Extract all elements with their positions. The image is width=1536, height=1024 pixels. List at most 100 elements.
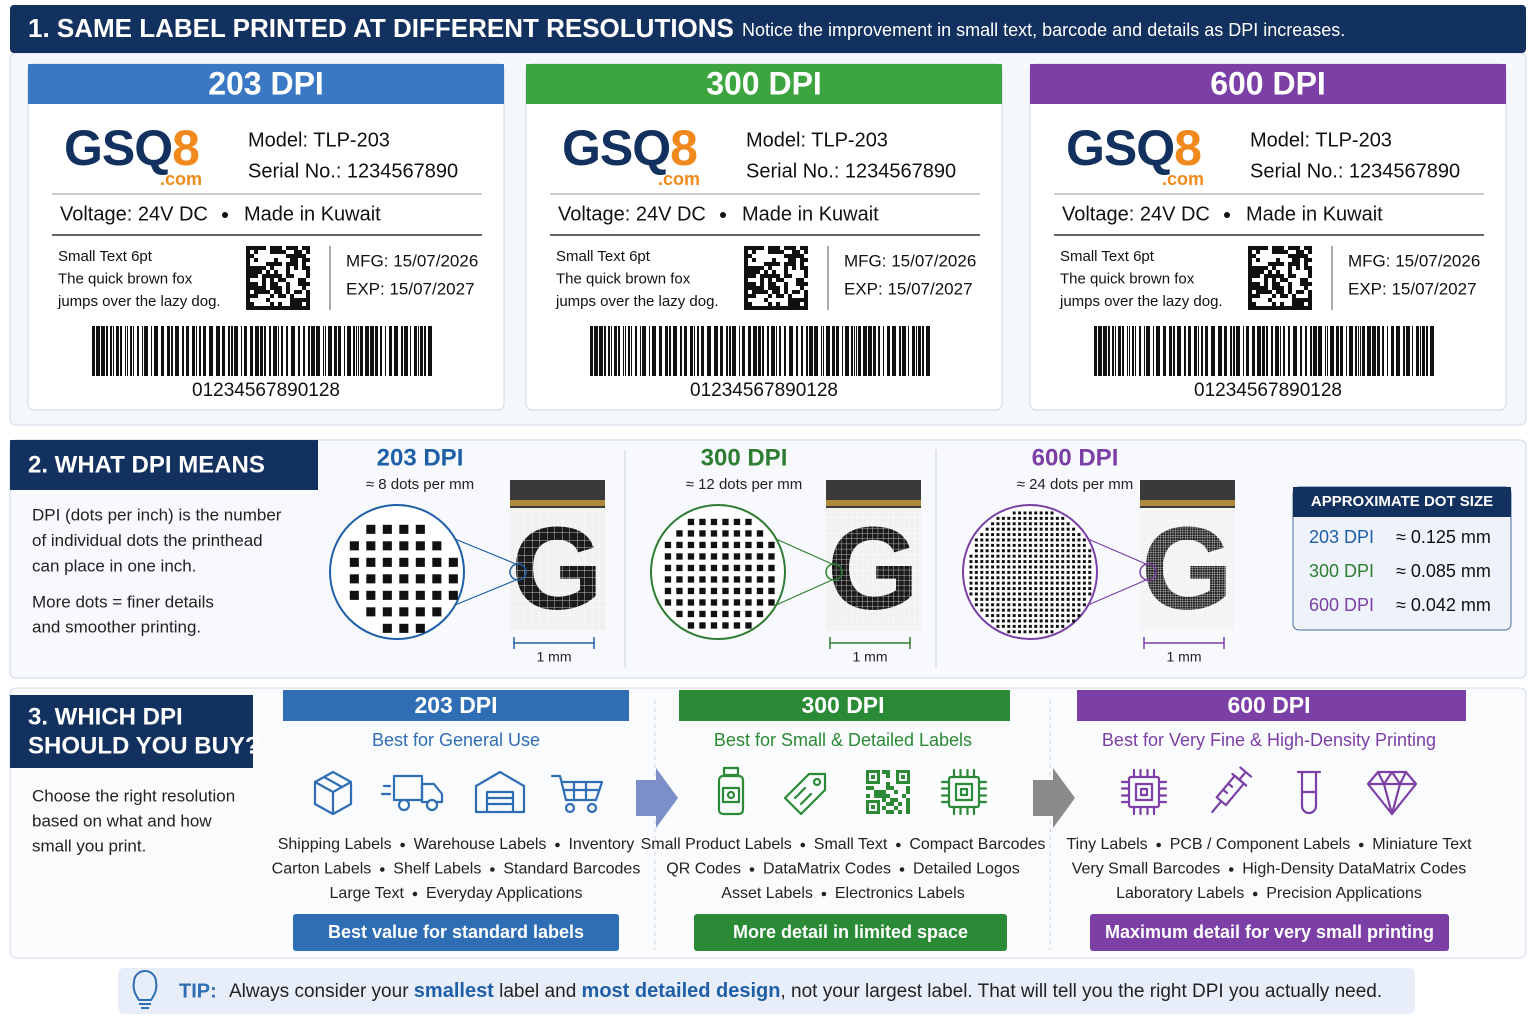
print-dot xyxy=(722,564,729,572)
print-dot xyxy=(1077,581,1081,585)
print-dot xyxy=(733,599,741,606)
print-dot xyxy=(1050,614,1054,618)
barcode-bar xyxy=(1280,326,1281,376)
barcode-bar xyxy=(714,326,718,376)
datamatrix-cell xyxy=(1292,262,1296,266)
print-dot xyxy=(1034,619,1038,623)
datamatrix-cell xyxy=(800,258,804,262)
print-dot xyxy=(1023,630,1027,634)
print-dot xyxy=(733,576,741,583)
datamatrix-cell xyxy=(1276,270,1280,274)
print-dot xyxy=(1055,527,1059,531)
datamatrix-cell xyxy=(764,306,768,310)
print-dot xyxy=(1023,581,1027,585)
print-dot xyxy=(710,564,718,572)
datamatrix-cell xyxy=(776,290,780,294)
print-dot xyxy=(1034,597,1038,601)
print-dot xyxy=(1018,538,1022,542)
exp: EXP: 15/07/2027 xyxy=(1348,279,1477,298)
print-dot xyxy=(1012,608,1016,612)
print-dot xyxy=(676,541,683,549)
barcode-bar xyxy=(892,326,896,376)
icon-part xyxy=(890,810,894,814)
print-dot xyxy=(1018,533,1022,537)
datamatrix-cell xyxy=(776,274,780,278)
print-dot xyxy=(722,553,729,560)
barcode-bar xyxy=(1377,326,1380,376)
barcode-bar xyxy=(1422,326,1425,376)
dot-overlay xyxy=(826,508,921,630)
datamatrix-cell xyxy=(1292,294,1296,298)
label-dpi: 600 DPI xyxy=(1210,65,1326,101)
print-dot xyxy=(756,599,764,606)
print-dot xyxy=(980,608,984,612)
datamatrix-cell xyxy=(266,290,270,294)
bullet xyxy=(720,212,726,218)
print-dot xyxy=(733,530,741,537)
icon-part xyxy=(886,770,890,774)
print-dot xyxy=(399,607,409,617)
print-dot xyxy=(1039,554,1043,558)
datamatrix-cell xyxy=(274,274,278,278)
barcode-bar xyxy=(902,326,906,376)
datamatrix-cell xyxy=(298,254,302,258)
barcode-bar xyxy=(133,326,134,376)
datamatrix-cell xyxy=(278,250,282,254)
connector xyxy=(454,579,517,606)
datamatrix-cell xyxy=(1308,266,1312,270)
barcode-bar xyxy=(878,326,880,376)
datamatrix-cell xyxy=(1256,306,1260,310)
datamatrix-cell xyxy=(1272,246,1276,250)
use-case: Small Text xyxy=(814,836,888,853)
datamatrix-cell xyxy=(278,278,282,282)
barcode-bar xyxy=(614,326,617,376)
print-dot xyxy=(1018,614,1022,618)
print-dot xyxy=(1077,560,1081,564)
print-dot xyxy=(1023,522,1027,526)
print-dot xyxy=(996,565,1000,569)
print-dot xyxy=(1018,630,1022,634)
datamatrix-cell xyxy=(1276,290,1280,294)
print-dot xyxy=(1012,570,1016,574)
print-dot xyxy=(1023,511,1027,515)
datamatrix-cell xyxy=(1268,274,1272,278)
datamatrix-cell xyxy=(298,302,302,306)
print-dot xyxy=(699,541,706,549)
barcode-bar xyxy=(328,326,332,376)
datamatrix-cell xyxy=(270,294,274,298)
focus-ring xyxy=(1139,563,1157,581)
datamatrix-cell xyxy=(1248,254,1252,258)
print-dot xyxy=(415,574,425,584)
datamatrix-cell xyxy=(258,270,262,274)
print-dot xyxy=(1072,565,1076,569)
barcode-bar xyxy=(420,326,423,376)
barcode-bar xyxy=(1416,326,1419,376)
datamatrix-cell xyxy=(760,278,764,282)
icon-part xyxy=(940,768,988,816)
print-dot xyxy=(1039,516,1043,520)
print-dot xyxy=(1045,570,1049,574)
datamatrix-cell xyxy=(772,250,776,254)
print-dot xyxy=(733,541,741,549)
datamatrix-cell xyxy=(1288,286,1292,290)
dot-size-value: ≈ 0.085 mm xyxy=(1396,561,1491,581)
datamatrix-cell xyxy=(748,306,752,310)
print-dot xyxy=(349,557,359,567)
barcode-bar xyxy=(344,326,345,376)
use-case: Very Small Barcodes xyxy=(1072,861,1221,878)
bullet xyxy=(1252,891,1258,897)
print-dot xyxy=(448,590,458,600)
print-dot xyxy=(1066,549,1070,553)
print-dot xyxy=(1088,592,1092,596)
print-dot xyxy=(980,538,984,542)
print-dot xyxy=(1050,630,1054,634)
barcode-bar xyxy=(1360,326,1361,376)
datamatrix-cell xyxy=(804,294,808,298)
printhead-stripe xyxy=(1140,500,1235,506)
print-dot xyxy=(1061,516,1065,520)
barcode-bar xyxy=(1127,326,1128,376)
print-dot xyxy=(1050,533,1054,537)
datamatrix-cell xyxy=(784,306,788,310)
print-dot xyxy=(1050,549,1054,553)
tip-emphasis: smallest xyxy=(414,980,494,1002)
